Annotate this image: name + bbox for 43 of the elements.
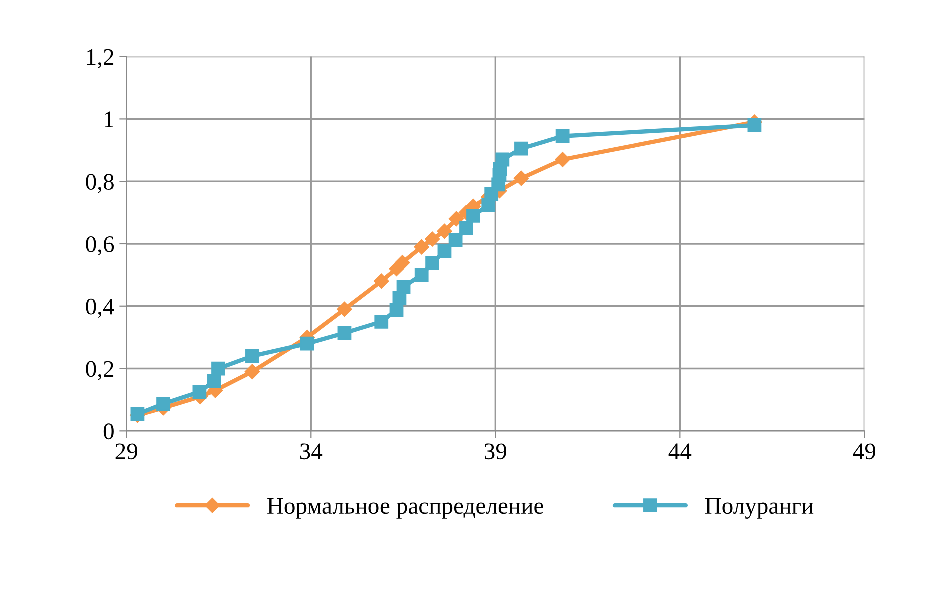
point — [374, 315, 389, 329]
point — [437, 224, 452, 240]
point — [192, 385, 207, 400]
point — [244, 364, 260, 380]
point — [208, 374, 222, 388]
x-tick-label: 34 — [300, 444, 323, 460]
x-tick-label: 29 — [116, 444, 138, 460]
legend-label: Полуранги — [705, 498, 814, 519]
point — [156, 397, 170, 411]
point — [396, 280, 411, 294]
point — [448, 211, 464, 227]
point — [496, 152, 510, 167]
y-tick-label: 0,8 — [86, 174, 114, 194]
point — [300, 336, 314, 351]
x-tick-label: 49 — [853, 444, 876, 460]
point — [212, 362, 226, 376]
x-tick-label: 44 — [668, 444, 692, 460]
point — [438, 244, 452, 258]
point — [426, 256, 440, 270]
point — [374, 274, 390, 289]
point — [395, 255, 410, 270]
x-tick-label: 39 — [484, 444, 506, 460]
legend-label: Нормальное распределение — [268, 498, 544, 519]
point — [246, 349, 260, 364]
point — [514, 142, 528, 156]
point — [337, 302, 352, 318]
point — [460, 221, 474, 236]
y-tick-label: 0 — [104, 424, 114, 440]
point — [448, 233, 463, 248]
y-tick-label: 0,4 — [86, 298, 114, 318]
y-tick-label: 0,6 — [86, 236, 114, 256]
point — [556, 129, 570, 144]
y-tick-label: 1,2 — [87, 49, 114, 69]
point — [748, 118, 762, 132]
point — [424, 232, 440, 247]
y-tick-label: 1 — [105, 112, 114, 128]
point — [338, 326, 352, 340]
point — [466, 208, 480, 223]
point — [414, 240, 430, 255]
point — [414, 268, 429, 282]
point — [555, 152, 570, 168]
point — [514, 170, 530, 186]
y-tick-label: 0,2 — [86, 361, 114, 381]
